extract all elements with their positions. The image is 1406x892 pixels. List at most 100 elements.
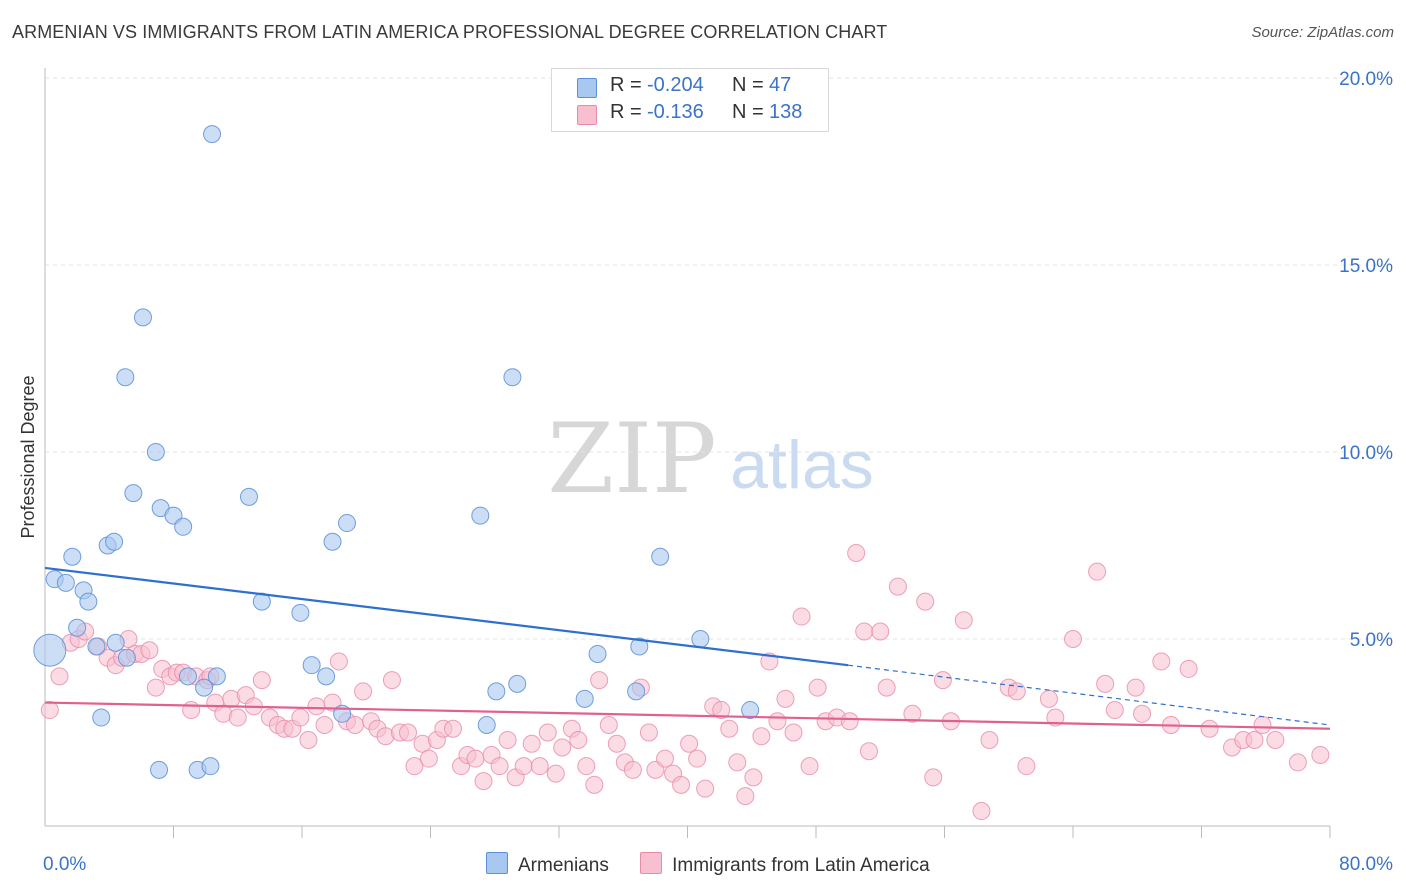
latin-america-point — [1039, 689, 1058, 708]
latin-america-point — [466, 749, 485, 768]
latin-america-point — [736, 787, 755, 806]
latin-america-point — [1046, 708, 1065, 727]
armenian-point — [337, 514, 356, 533]
latin-america-point — [792, 607, 811, 626]
latin-america-point — [490, 757, 509, 776]
latin-america-point — [498, 730, 517, 749]
latin-america-point — [590, 671, 609, 690]
latin-america-point — [538, 723, 557, 742]
x-ticks — [173, 826, 1331, 838]
legend-n-label: N = — [732, 74, 764, 96]
legend-swatch-armenians — [486, 852, 508, 874]
latin-america-point — [1152, 652, 1171, 671]
latin-america-point — [680, 734, 699, 753]
armenian-point — [63, 547, 82, 566]
latin-america-point — [50, 667, 69, 686]
armenians-trend-line — [44, 566, 849, 667]
latin-america-point — [522, 734, 541, 753]
y-tick-label: 20.0% — [1339, 69, 1393, 90]
latin-america-point — [252, 671, 271, 690]
latin-america-point — [315, 716, 334, 735]
armenian-point — [195, 678, 214, 697]
latin-america-point — [623, 760, 642, 779]
y-tick-label: 15.0% — [1339, 256, 1393, 277]
series-latin-america-points — [40, 543, 1330, 821]
latin-america-point — [752, 727, 771, 746]
latin-america-point — [399, 723, 418, 742]
latin-america-point — [916, 592, 935, 611]
armenian-point — [116, 368, 135, 387]
latin-america-point — [1126, 678, 1145, 697]
latin-america-point — [1064, 630, 1082, 648]
armenian-point — [56, 573, 75, 592]
latin-america-point — [980, 730, 999, 749]
legend-item-latin-america: Immigrants from Latin America — [640, 852, 930, 877]
latin-america-point — [299, 730, 318, 749]
latin-america-point — [40, 701, 59, 720]
armenian-point — [323, 532, 342, 551]
armenian-point — [174, 517, 193, 536]
x-tick-label-min: 0.0% — [43, 854, 86, 875]
latin-america-point — [1088, 562, 1107, 581]
armenian-point — [150, 760, 169, 779]
latin-america-point — [712, 701, 731, 720]
latin-america-point — [954, 611, 973, 630]
latin-america-point — [972, 802, 991, 821]
y-tick-labels: 5.0% 10.0% 15.0% 20.0% — [1339, 69, 1393, 651]
latin-america-point — [1179, 659, 1198, 678]
latin-america-point — [1245, 730, 1264, 749]
latin-america-point — [744, 768, 763, 787]
latin-america-point — [146, 678, 165, 697]
armenian-point — [508, 674, 527, 693]
armenian-point — [92, 708, 111, 727]
legend-swatch-latin-america — [577, 105, 597, 125]
latin-america-point — [656, 749, 675, 768]
armenian-point — [239, 487, 258, 506]
armenian-point — [471, 506, 490, 525]
armenian-point — [503, 368, 522, 387]
source-label: Source: ZipAtlas.com — [1251, 24, 1394, 41]
armenian-point — [302, 656, 321, 675]
latin-america-point — [860, 742, 879, 761]
latin-america-point — [903, 704, 922, 723]
latin-america-point — [182, 701, 201, 720]
latin-america-point — [933, 671, 952, 690]
watermark-zip: ZIP — [547, 403, 716, 515]
armenian-point — [146, 443, 165, 461]
legend-n-label: N = — [732, 101, 764, 123]
y-axis-label: Professional Degree — [18, 375, 38, 538]
latin-america-point — [728, 753, 747, 772]
latin-america-point — [354, 682, 373, 701]
latin-america-point — [1200, 719, 1219, 738]
legend-swatch-armenians — [577, 78, 597, 98]
legend-n-value: 47 — [769, 74, 792, 96]
latin-america-point — [924, 768, 943, 787]
latin-america-point — [855, 622, 874, 641]
latin-america-point — [514, 757, 533, 776]
watermark-atlas: atlas — [730, 427, 874, 503]
armenian-point — [106, 633, 125, 652]
armenian-point — [487, 682, 506, 701]
latin-america-point — [291, 708, 310, 727]
latin-america-point — [474, 772, 493, 791]
latin-america-point — [1288, 753, 1307, 772]
latin-america-point — [140, 641, 159, 660]
armenian-point — [203, 125, 222, 144]
latin-america-point — [672, 775, 691, 794]
correlation-legend: R = -0.204 N = 47 R = -0.136 N = 138 — [551, 68, 829, 132]
latin-america-point — [1253, 716, 1272, 735]
latin-america-point — [800, 757, 819, 776]
y-tick-label: 10.0% — [1339, 443, 1393, 464]
latin-america-point — [871, 622, 890, 641]
latin-america-point — [569, 730, 588, 749]
latin-america-point — [553, 738, 572, 757]
latin-america-point — [228, 708, 247, 727]
legend-r-label: R = — [610, 74, 642, 96]
latin-america-point — [546, 764, 565, 783]
armenian-point — [691, 630, 710, 648]
legend-item-armenians: Armenians — [486, 852, 609, 877]
legend-r-value: -0.136 — [647, 101, 704, 123]
armenian-point — [575, 689, 594, 708]
armenian-point — [630, 637, 649, 656]
series-legend: Armenians Immigrants from Latin America — [486, 852, 956, 876]
